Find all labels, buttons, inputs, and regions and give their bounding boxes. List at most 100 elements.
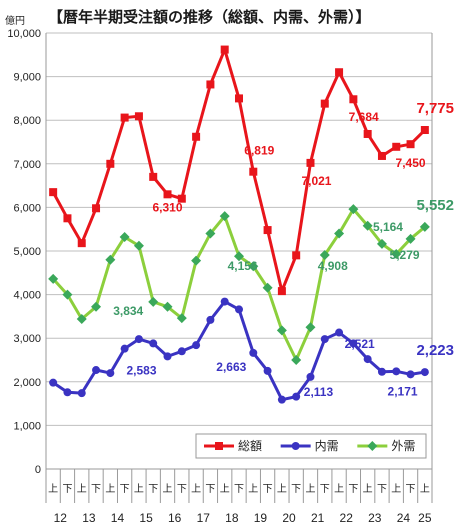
domestic-series-point [277,395,286,404]
domestic-series-point [163,352,172,361]
data-label: 4,156 [228,259,258,273]
foreign-series-point [348,204,359,215]
foreign-series-point [234,251,244,262]
foreign-series-point [119,232,130,243]
total-series-point [77,239,86,248]
data-label: 6,310 [153,200,183,214]
domestic-series-point [206,315,215,324]
foreign-series-point [376,238,387,249]
x-tick-half-label: 下 [120,484,130,495]
x-tick-half-label: 上 [77,483,87,495]
x-tick-year-label: 25 [418,511,432,525]
total-series-point [106,159,115,168]
legend-marker [291,442,300,450]
legend-label: 総額 [238,439,262,453]
domestic-series-point [249,348,258,357]
y-tick-label: 1,000 [13,420,41,432]
domestic-series-point [377,367,386,376]
legend-marker [215,442,223,450]
x-tick-half-label: 上 [220,483,230,495]
foreign-series-point [419,221,430,232]
data-label: 5,552 [416,197,454,214]
domestic-series-point [292,392,301,401]
foreign-series-point [133,240,144,251]
foreign-series-point [91,301,102,312]
total-series-point [49,188,58,197]
data-label: 7,684 [349,110,379,124]
foreign-series-point [191,255,202,266]
domestic-series-point [177,347,186,356]
x-tick-half-label: 上 [163,483,173,495]
chart-title: 【暦年半期受注額の推移（総額、内需、外需）】 [48,8,371,26]
domestic-series-point [192,341,201,350]
x-tick-year-label: 24 [397,511,411,525]
total-series-point [349,95,358,104]
data-label: 2,113 [304,385,334,399]
data-label: 2,521 [345,337,375,351]
x-tick-half-label: 下 [234,484,244,495]
data-label: 4,908 [318,259,348,273]
foreign-series-point [176,313,187,324]
domestic-series-point [363,355,372,364]
total-series-point [220,45,229,54]
foreign-series-point [391,249,402,260]
y-tick-label: 3,000 [13,333,41,345]
total-series-point [134,112,143,121]
data-label: 7,021 [301,174,331,188]
foreign-series [48,204,430,365]
x-tick-half-label: 上 [391,483,401,495]
domestic-series-point [235,305,243,314]
x-tick-year-label: 13 [82,511,96,525]
foreign-series-point [276,325,287,336]
x-tick-half-label: 上 [420,483,430,495]
legend-item-domestic-series: 内需 [280,439,339,453]
total-series-point [406,140,415,149]
data-label: 2,663 [216,360,246,374]
total-series-point [177,194,186,203]
foreign-series-point [305,322,316,333]
domestic-series-point [92,366,101,375]
domestic-series-point [335,328,344,337]
x-tick-year-label: 15 [139,511,153,525]
x-tick-half-label: 上 [363,483,373,495]
total-series-point [320,99,329,108]
domestic-series [49,297,429,404]
x-tick-year-label: 19 [254,511,268,525]
total-series-point [249,167,258,176]
y-tick-label: 5,000 [13,246,41,258]
total-series-point [235,94,243,103]
x-tick-half-label: 上 [334,483,344,495]
total-series-point [277,287,286,296]
foreign-series-point [162,301,173,312]
foreign-series-point [405,233,416,244]
total-series-point [420,126,429,135]
data-label: 2,171 [388,384,418,398]
x-tick-year-label: 14 [111,511,125,525]
total-series-point [163,190,172,199]
x-tick-year-label: 23 [368,511,382,525]
y-tick-label: 4,000 [13,290,41,302]
foreign-series-point [319,250,330,261]
foreign-series-point [334,228,345,239]
total-series-point [149,172,158,181]
total-series [49,45,429,296]
domestic-series-point [149,339,158,348]
y-tick-label: 6,000 [13,202,41,214]
y-tick-label: 10,000 [7,28,41,40]
legend-box [195,433,427,459]
domestic-series-point [106,369,115,378]
y-tick-label: 0 [35,464,41,476]
x-tick-half-label: 上 [105,483,115,495]
domestic-series-point [77,389,86,398]
x-tick-half-label: 下 [91,484,101,495]
x-tick-half-label: 上 [277,483,287,495]
data-label: 2,223 [416,342,454,359]
data-label: 6,819 [244,144,274,158]
x-tick-half-label: 上 [305,483,315,495]
x-tick-half-label: 下 [62,484,72,495]
gridlines [46,32,432,470]
legend-item-foreign-series: 外需 [357,439,415,453]
y-unit-label: 億円 [5,14,25,27]
foreign-series-point [62,289,73,300]
